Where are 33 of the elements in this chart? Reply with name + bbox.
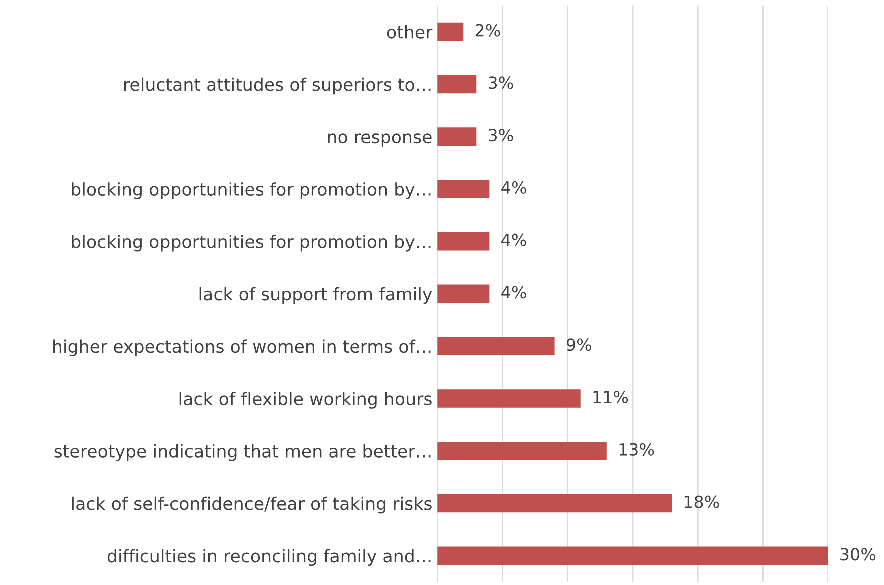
- data-label: 4%: [502, 286, 526, 299]
- y-tick-label: higher expectations of women in terms of…: [54, 340, 431, 357]
- y-tick-label: stereotype indicating that men are better…: [54, 444, 431, 462]
- data-label: 18%: [684, 496, 720, 508]
- bar: [438, 284, 490, 304]
- y-tick-label: lack of self-confidence/fear of taking risks: [72, 496, 432, 514]
- y-tick-label: blocking opportunities for promotion by…: [72, 182, 431, 200]
- data-label: 11%: [594, 390, 628, 404]
- data-label: 3%: [489, 129, 514, 142]
- bar: [438, 180, 490, 198]
- data-label: 2%: [476, 24, 500, 37]
- y-tick-label: lack of support from family: [200, 287, 432, 304]
- data-label: 4%: [502, 181, 526, 194]
- bar: [438, 75, 477, 94]
- y-tick-label: blocking opportunities for promotion by…: [72, 234, 431, 252]
- y-tick-label: reluctant attitudes of superiors to…: [124, 78, 431, 95]
- bar: [438, 390, 581, 408]
- bar: [438, 494, 672, 513]
- data-label: 9%: [566, 338, 592, 352]
- y-tick-label: other: [387, 25, 433, 39]
- data-label: 30%: [840, 548, 876, 561]
- bar: [438, 337, 555, 356]
- bar: [438, 546, 828, 566]
- bar: [438, 232, 490, 251]
- bar: [438, 22, 464, 42]
- y-tick-label: lack of flexible working hours: [180, 392, 432, 409]
- data-label: 13%: [620, 443, 654, 456]
- y-tick-label: no response: [328, 134, 432, 148]
- data-label: 4%: [502, 234, 526, 246]
- bar: [438, 442, 607, 460]
- y-tick-label: difficulties in reconciling family and…: [108, 549, 431, 566]
- bar: [438, 128, 477, 146]
- data-label: 3%: [489, 76, 514, 90]
